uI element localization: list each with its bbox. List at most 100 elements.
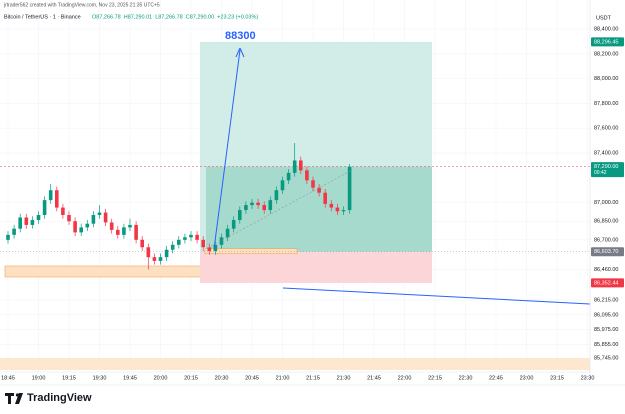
dashed-trend <box>207 169 353 249</box>
candle-body <box>207 247 212 251</box>
x-tick-label: 20:45 <box>245 375 259 381</box>
candle-body <box>24 217 29 225</box>
candle-body <box>213 244 218 251</box>
y-tick-label: 86,095.00 <box>594 312 618 318</box>
annotation: 88300 <box>225 30 256 42</box>
ohlc-value: O87,266.78 <box>92 14 121 20</box>
candle-body <box>48 190 53 201</box>
y-tick-label: 86,460.00 <box>594 267 618 273</box>
candle-body <box>250 202 254 206</box>
price-label-bg <box>591 37 624 47</box>
candle-body <box>122 227 126 235</box>
candle-body <box>128 224 132 228</box>
candle-body <box>286 172 291 181</box>
x-tick-label: 21:00 <box>276 375 290 381</box>
price-label: 88,296.45 <box>594 39 618 45</box>
candle-body <box>189 234 193 238</box>
countdown: 00:42 <box>594 170 607 176</box>
candle-body <box>299 160 303 171</box>
x-tick-label: 23:30 <box>581 375 595 381</box>
y-tick-label: 85,855.00 <box>594 342 618 348</box>
x-tick-label: 21:30 <box>337 375 351 381</box>
y-tick-label: 85,745.00 <box>594 356 618 362</box>
logo-dot <box>15 393 20 397</box>
arrow-line <box>213 49 241 250</box>
candle-body <box>36 215 41 220</box>
x-tick-label: 22:00 <box>398 375 412 381</box>
candle-body <box>292 160 297 173</box>
ohlc-value: H87,290.01 <box>124 14 152 20</box>
candle-body <box>109 222 114 230</box>
candle-body <box>164 249 169 258</box>
candle-body <box>18 217 22 229</box>
candle-body <box>231 219 236 229</box>
candle-body <box>225 228 230 238</box>
candle-body <box>280 180 285 191</box>
zone <box>0 358 590 370</box>
x-tick-label: 19:30 <box>93 375 107 381</box>
price-label: 86,603.70 <box>594 249 618 255</box>
brand: TradingView <box>27 392 92 404</box>
currency: USDT <box>596 15 612 21</box>
candle-body <box>73 221 77 233</box>
x-tick-label: 23:15 <box>550 375 564 381</box>
x-tick-label: 20:00 <box>154 375 168 381</box>
candle-body <box>335 207 340 212</box>
y-tick-label: 85,975.00 <box>594 327 618 333</box>
x-tick-label: 19:00 <box>32 375 46 381</box>
y-tick-label: 87,400.00 <box>594 150 618 156</box>
ohlc-value: C87,290.00 <box>186 14 214 20</box>
stop-zone <box>200 251 432 283</box>
candle-body <box>146 247 151 258</box>
candle-body <box>116 229 120 235</box>
price-label-bg <box>591 162 624 178</box>
candle-body <box>67 215 71 222</box>
y-tick-label: 86,850.00 <box>594 219 618 225</box>
x-tick-label: 20:15 <box>184 375 198 381</box>
x-tick-label: 22:45 <box>489 375 503 381</box>
candle-body <box>195 234 199 240</box>
candle-body <box>30 219 35 225</box>
credit: jrtrader562 created with TradingView.com… <box>3 2 160 8</box>
candle-body <box>341 210 346 212</box>
candle-body <box>201 239 205 248</box>
y-tick-label: 88,400.00 <box>594 26 618 32</box>
x-tick-label: 21:15 <box>306 375 320 381</box>
candle-body <box>55 190 59 208</box>
x-tick-label: 18:45 <box>1 375 15 381</box>
candle-body <box>61 207 65 216</box>
candle-body <box>97 212 102 216</box>
x-tick-label: 22:15 <box>428 375 442 381</box>
candle-body <box>6 234 10 240</box>
axis-layer: 88,400.00 88,200.00 88,000.00 87,800.00 87,6… <box>0 0 625 385</box>
price-label-bg <box>591 247 624 257</box>
trend-line <box>282 287 591 305</box>
price-label-bg <box>591 278 624 288</box>
candle-body <box>305 170 309 181</box>
candle-body <box>317 187 321 193</box>
x-tick-label: 21:45 <box>367 375 381 381</box>
symbol: Bitcoin / TetherUS · 1 · Binance <box>4 14 81 20</box>
y-tick-label: 87,000.00 <box>594 200 618 206</box>
candle-body <box>323 192 327 204</box>
y-tick-label: 88,000.00 <box>594 76 618 82</box>
candle-body <box>158 257 163 261</box>
ohlc-value: L87,266.78 <box>155 14 183 20</box>
candle-body <box>79 227 83 233</box>
candle-body <box>140 239 144 248</box>
candle-body <box>238 210 242 220</box>
arrow-head <box>235 47 245 58</box>
price-label: 87,290.00 <box>594 164 618 170</box>
background-layer <box>0 0 590 372</box>
candle-body <box>347 166 352 211</box>
candle-body <box>311 180 315 188</box>
candle-body <box>91 215 96 224</box>
candle-body <box>42 200 47 216</box>
profit-zone <box>206 166 432 252</box>
candle-body <box>329 203 334 208</box>
ohlc-value: +23.23 (+0.03%) <box>217 14 258 20</box>
candle-body <box>183 237 187 240</box>
price-axis-bg <box>590 0 625 385</box>
candle-body <box>256 202 260 206</box>
candle-body <box>262 205 266 211</box>
